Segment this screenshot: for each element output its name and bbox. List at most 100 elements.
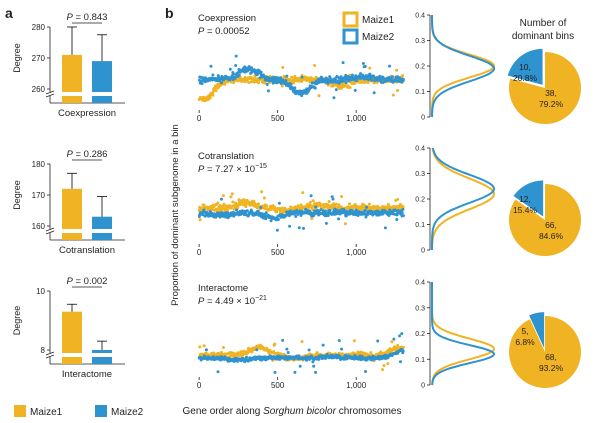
scatter-point-maize2 (264, 211, 268, 215)
bar-chart-cotranslation: 160 170 180 Degree P = 0.286 Cotranslation (12, 149, 125, 256)
pie-slice-maize2 (513, 180, 544, 217)
scatter-point-maize1 (300, 340, 304, 344)
scatter-point-maize2 (361, 61, 365, 65)
scatter-point-maize1 (396, 197, 400, 201)
scatter-point-maize2 (344, 81, 348, 85)
scatter-point-maize2 (250, 66, 254, 70)
scatter-point-maize2 (331, 197, 335, 201)
scatter-point-maize2 (201, 213, 205, 217)
scatter-point-maize1 (299, 203, 303, 207)
x-tick-label: 500 (271, 381, 285, 390)
scatter-p-value: P = 7.27 × 10−15 (198, 163, 267, 175)
density-y-tick-label: 0.4 (415, 280, 425, 287)
scatter-point-maize1 (208, 96, 212, 100)
x-tick-label: 500 (271, 114, 285, 123)
pie-label-maize2-count: 5, (521, 326, 528, 336)
scatter-point-maize2 (232, 72, 236, 76)
scatter-point-maize2 (273, 370, 277, 374)
scatter-point-maize1 (237, 198, 241, 202)
scatter-point-maize2 (298, 364, 302, 368)
scatter-point-maize2 (321, 343, 325, 347)
axis-break-mark (45, 354, 55, 359)
scatter-point-maize2 (284, 79, 288, 83)
scatter-title: Cotranslation (198, 151, 254, 162)
scatter-point-maize2 (398, 360, 402, 364)
scatter-point-maize2 (297, 226, 301, 230)
scatter-point-maize2 (333, 78, 337, 82)
scatter-point-maize1 (229, 195, 233, 199)
scatter-point-maize1 (244, 205, 248, 209)
scatter-point-maize2 (364, 369, 368, 373)
scatter-point-maize1 (257, 81, 261, 85)
scatter-point-maize2 (233, 76, 237, 80)
y-tick-label: 280 (32, 23, 46, 32)
scatter-point-maize1 (231, 200, 235, 204)
pie-title-line-2: dominant bins (512, 31, 574, 42)
scatter-point-maize2 (234, 63, 238, 67)
scatter-point-maize1 (319, 203, 323, 207)
scatter-point-maize2 (311, 360, 315, 364)
scatter-point-maize2 (232, 214, 236, 218)
scatter-point-maize1 (202, 203, 206, 207)
scatter-point-maize2 (394, 209, 398, 213)
scatter-point-maize2 (300, 75, 304, 79)
scatter-point-maize1 (265, 204, 269, 208)
bar-maize1 (62, 188, 82, 240)
density-curve-maize1 (431, 15, 496, 117)
scatter-point-maize2 (285, 347, 289, 351)
scatter-point-maize1 (395, 68, 399, 72)
y-tick-label: 170 (32, 191, 46, 200)
scatter-point-maize2 (383, 226, 387, 230)
scatter-point-maize1 (260, 190, 264, 194)
scatter-point-maize2 (219, 197, 223, 201)
density-y-tick-label: 0.3 (415, 171, 425, 178)
y-tick-label: 270 (32, 54, 46, 63)
scatter-point-maize2 (244, 355, 248, 359)
legend-box-maize2 (342, 28, 359, 45)
scatter-point-maize2 (350, 208, 354, 212)
scatter-point-maize1 (263, 81, 267, 85)
scatter-point-maize1 (401, 345, 405, 349)
scatter-point-maize2 (309, 194, 313, 198)
scatter-point-maize2 (332, 96, 336, 100)
scatter-point-maize1 (221, 346, 225, 350)
scatter-point-maize2 (355, 79, 359, 83)
bar-maize2 (92, 216, 112, 240)
scatter-point-maize1 (386, 362, 390, 366)
density-plot: 0 0.1 0.2 0.3 0.4 (415, 13, 496, 122)
scatter-point-maize2 (264, 217, 268, 221)
scatter-point-maize2 (259, 205, 263, 209)
scatter-point-maize2 (307, 348, 311, 352)
scatter-point-maize2 (209, 64, 213, 68)
scatter-point-maize1 (380, 368, 384, 372)
scatter-point-maize2 (392, 337, 396, 341)
legend-b-label-maize1: Maize1 (362, 15, 395, 26)
scatter-point-maize2 (219, 81, 223, 85)
scatter-point-maize2 (266, 79, 270, 83)
scatter-point-maize2 (337, 339, 341, 343)
panel-a-legend: Maize1 Maize2 (14, 405, 144, 418)
scatter-point-maize2 (255, 348, 259, 352)
legend-b-label-maize2: Maize2 (362, 32, 395, 43)
scatter-point-maize2 (400, 211, 404, 215)
scatter-point-maize1 (348, 85, 352, 89)
scatter-point-maize2 (290, 86, 294, 90)
scatter-point-maize1 (359, 350, 363, 354)
legend-label-maize1: Maize1 (30, 407, 63, 418)
scatter-x-axis-label: Gene order along Sorghum bicolor chromos… (182, 406, 401, 417)
scatter-point-maize1 (221, 194, 225, 198)
scatter-point-maize1 (352, 339, 356, 343)
scatter-point-maize1 (230, 192, 234, 196)
scatter-point-maize2 (345, 357, 349, 361)
scatter-point-maize2 (376, 339, 380, 343)
scatter-point-maize1 (401, 205, 405, 209)
scatter-point-maize1 (275, 210, 279, 214)
pie-label-maize1-percent: 84.6% (539, 231, 564, 241)
scatter-p-value: P = 4.49 × 10−21 (198, 295, 267, 307)
bar-maize1 (62, 311, 82, 364)
bar-break (61, 92, 83, 96)
scatter-point-maize1 (327, 200, 331, 204)
axis-break-mark (45, 90, 55, 95)
